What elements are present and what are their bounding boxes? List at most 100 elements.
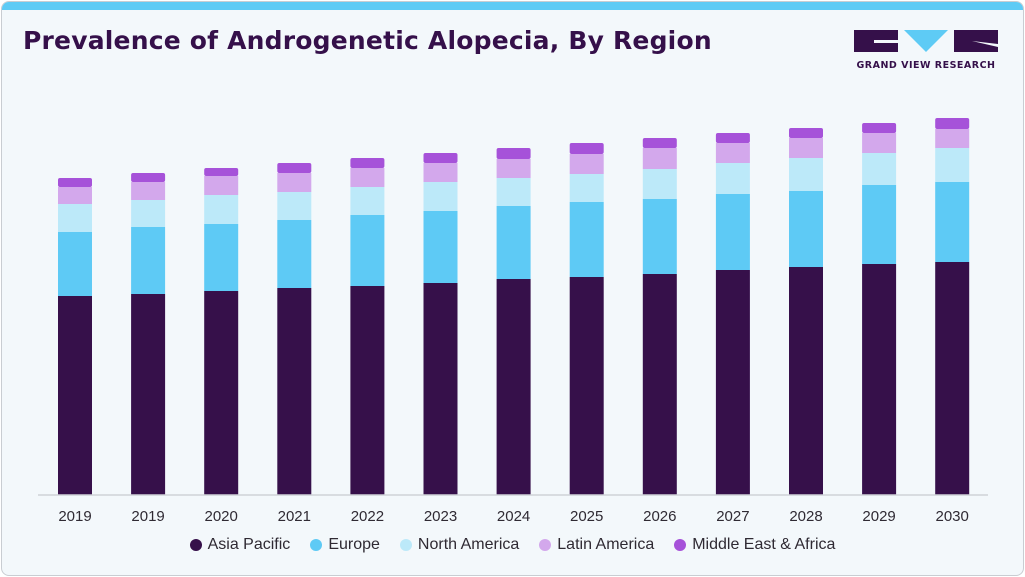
bar-segment-latin-america-3: [277, 173, 312, 192]
bar-segment-north-america-6: [496, 178, 531, 206]
bar-segment-asia-pacific-8: [642, 274, 677, 495]
x-tick-label: 2029: [862, 508, 895, 525]
legend-item: Latin America: [539, 536, 654, 554]
bar-segment-europe-1: [131, 227, 166, 294]
bar-segment-north-america-10: [789, 158, 823, 191]
legend-dot-icon: [399, 539, 412, 551]
bar-segment-europe-10: [789, 191, 823, 267]
bar-segment-north-america-11: [862, 153, 897, 185]
bar-segment-latin-america-5: [423, 163, 458, 182]
bar-segment-north-america-1: [131, 200, 166, 227]
bar-segment-europe-2: [204, 224, 239, 291]
bar-segment-middle-east-africa-9: [715, 133, 750, 143]
bar-segment-latin-america-2: [204, 176, 239, 195]
bar-segment-latin-america-1: [131, 182, 166, 200]
grand-view-research-logo: GRAND VIEW RESEARCH: [854, 30, 998, 74]
bar-segment-latin-america-8: [642, 148, 677, 169]
x-tick-label: 2020: [205, 508, 238, 525]
bar-segment-asia-pacific-3: [277, 288, 312, 495]
bar-segment-latin-america-12: [935, 129, 970, 148]
bar-segment-europe-8: [642, 199, 677, 274]
legend-dot-icon: [674, 539, 687, 551]
bar-segment-asia-pacific-0: [58, 296, 92, 495]
stacked-bar-chart: 2019 2019 2020 2021 2022 2023 2024 2025 2026 2027…: [38, 118, 988, 525]
legend-label: Middle East & Africa: [692, 536, 836, 553]
bar-segment-middle-east-africa-11: [862, 123, 897, 133]
logo-text: GRAND VIEW RESEARCH: [856, 60, 996, 71]
x-tick-label: 2030: [936, 508, 969, 525]
bar-segment-middle-east-africa-0: [58, 178, 92, 187]
bar-segment-asia-pacific-4: [350, 286, 385, 495]
bar-segment-north-america-4: [350, 187, 385, 215]
bar-segment-latin-america-0: [58, 187, 92, 204]
bar-segment-europe-0: [58, 232, 92, 296]
bar-segment-asia-pacific-1: [131, 294, 166, 495]
x-tick-label: 2028: [789, 508, 822, 525]
bar-segment-europe-5: [423, 211, 458, 283]
bar-segment-asia-pacific-10: [789, 267, 823, 495]
bar-segment-asia-pacific-2: [204, 291, 239, 495]
bar-segment-north-america-7: [569, 174, 604, 202]
bar-segment-middle-east-africa-4: [350, 158, 385, 168]
legend-label: Europe: [328, 536, 380, 553]
bar-segment-middle-east-africa-8: [642, 138, 677, 148]
bar-segment-europe-7: [569, 202, 604, 277]
legend-dot-icon: [189, 539, 202, 551]
legend-dot-icon: [310, 539, 323, 551]
x-tick-label: 2021: [278, 508, 311, 525]
x-tick-label: 2026: [643, 508, 676, 525]
x-tick-labels: 2019 2019 2020 2021 2022 2023 2024 2025 2026 2027…: [58, 508, 969, 525]
gvr-logo-icon: [854, 30, 998, 52]
bar-segment-middle-east-africa-3: [277, 163, 312, 173]
bar-segment-asia-pacific-7: [569, 277, 604, 495]
bar-segment-middle-east-africa-5: [423, 153, 458, 163]
bar-segment-europe-3: [277, 220, 312, 288]
x-tick-label: 2024: [497, 508, 530, 525]
x-tick-label: 2022: [351, 508, 384, 525]
bar-segment-north-america-12: [935, 148, 970, 182]
legend: Asia Pacific Europe North America Latin Ame…: [0, 536, 1025, 554]
bar-segment-europe-12: [935, 182, 970, 262]
legend-item: Europe: [310, 536, 380, 554]
legend-item: North America: [399, 536, 520, 554]
legend-label: Asia Pacific: [207, 536, 291, 553]
accent-bar: [2, 2, 1023, 10]
legend-label: North America: [417, 536, 520, 553]
x-tick-label: 2019: [58, 508, 91, 525]
x-tick-label: 2023: [424, 508, 457, 525]
bar-segment-middle-east-africa-1: [131, 173, 166, 182]
bar-segment-middle-east-africa-2: [204, 168, 239, 176]
bar-segment-latin-america-11: [862, 133, 897, 153]
bar-segment-europe-9: [715, 194, 750, 270]
bar-segment-latin-america-6: [496, 159, 531, 178]
x-tick-label: 2019: [131, 508, 164, 525]
bar-segment-latin-america-10: [789, 138, 823, 158]
bar-segment-north-america-2: [204, 195, 239, 224]
bar-segment-middle-east-africa-6: [496, 148, 531, 159]
bar-segment-europe-6: [496, 206, 531, 279]
bar-segment-asia-pacific-5: [423, 283, 458, 495]
bar-segment-north-america-5: [423, 182, 458, 211]
x-tick-label: 2025: [570, 508, 603, 525]
bar-segment-north-america-9: [715, 163, 750, 194]
bar-segment-latin-america-7: [569, 154, 604, 174]
bar-segment-middle-east-africa-10: [789, 128, 823, 138]
bar-segment-latin-america-9: [715, 143, 750, 163]
bar-segment-europe-11: [862, 185, 897, 264]
x-tick-label: 2027: [716, 508, 749, 525]
bars-group: [58, 118, 970, 495]
bar-segment-europe-4: [350, 215, 385, 286]
legend-item: Middle East & Africa: [674, 536, 835, 554]
legend-dot-icon: [539, 539, 552, 551]
legend-item: Asia Pacific: [189, 536, 291, 554]
bar-segment-latin-america-4: [350, 168, 385, 187]
bar-segment-asia-pacific-6: [496, 279, 531, 495]
bar-segment-north-america-0: [58, 204, 92, 232]
bar-segment-middle-east-africa-12: [935, 118, 970, 129]
bar-segment-asia-pacific-11: [862, 264, 897, 495]
legend-label: Latin America: [557, 536, 655, 553]
bar-segment-north-america-3: [277, 192, 312, 220]
bar-segment-asia-pacific-12: [935, 262, 970, 495]
chart-title: Prevalence of Androgenetic Alopecia, By …: [23, 26, 712, 55]
bar-segment-middle-east-africa-7: [569, 143, 604, 154]
